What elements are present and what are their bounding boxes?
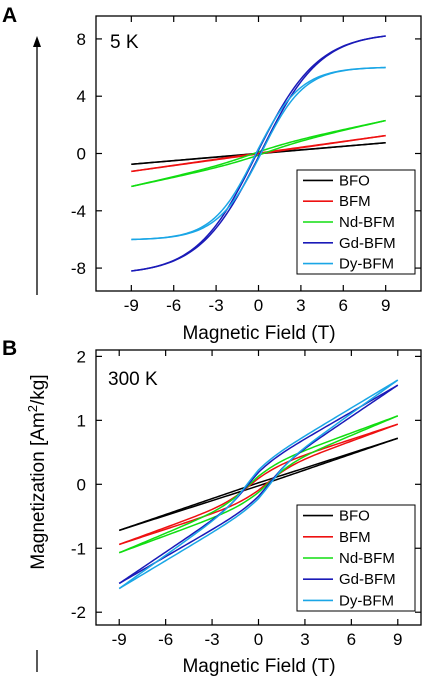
panel-b: -9 -6 -3 0 3 6 9 -2 -1 0 1 2 300 K Magnetic Field (…: [71, 347, 422, 677]
panel-b-ytick-label-2: 0: [77, 475, 86, 494]
panel-a-temperature: 5 K: [110, 32, 139, 53]
panel-b-ytick-label-1: -1: [71, 539, 86, 558]
panel-b-legend-label-0: BFO: [339, 508, 370, 525]
panel-b-legend-label-1: BFM: [339, 529, 371, 546]
panel-b-xtick-label-2: -3: [205, 630, 220, 649]
ylabel-arrowhead: [33, 36, 41, 47]
panel-b-ytick-label-3: 1: [77, 411, 86, 430]
panel-b-ytick-label-0: -2: [71, 603, 86, 622]
panel-b-x-axis-title: Magnetic Field (T): [182, 656, 335, 677]
panel-a-legend-label-1: BFM: [339, 193, 371, 210]
panel-b-series-bfo-down: [118, 437, 399, 532]
panel-a: -9 -6 -3 0 3 6 9 -8 -4 0 4 8 5 K Magnetic Field (T)…: [71, 15, 422, 344]
panel-b-legend: BFO BFM Nd-BFM Gd-BFM Dy-BFM: [296, 504, 416, 612]
panel-a-lines: [131, 35, 386, 272]
panel-a-ytick-label-2: 0: [77, 145, 86, 164]
y-axis-title-sup: 2: [25, 405, 40, 412]
panel-a-xtick-label-2: -3: [209, 296, 224, 315]
panel-b-xtick-label-1: -6: [158, 630, 173, 649]
panel-b-series-nd-bfm-down: [118, 415, 399, 554]
panel-b-series-bfm-up: [118, 423, 399, 546]
y-axis-title-main: Magnetization [Am: [28, 412, 49, 569]
panel-a-ytick-label-0: -8: [71, 259, 86, 278]
panel-b-series-bfm-down: [118, 423, 399, 546]
y-axis-title-end: /kg]: [28, 374, 49, 405]
panel-a-legend-label-2: Nd-BFM: [339, 214, 395, 231]
panel-a-ytick-label-4: 8: [77, 30, 86, 49]
panel-b-series-gd-bfm-down: [118, 384, 399, 585]
panel-b-series-bfo-up: [118, 437, 399, 532]
panel-a-legend-label-3: Gd-BFM: [339, 235, 396, 252]
panel-a-series-nd-bfm-down: [131, 119, 386, 188]
panel-b-xtick-label-4: 3: [300, 630, 309, 649]
panel-b-temperature: 300 K: [108, 369, 158, 390]
panel-b-legend-label-3: Gd-BFM: [339, 571, 396, 588]
panel-b-series-dy-bfm-up: [118, 379, 399, 590]
panel-a-xtick-label-1: -6: [166, 296, 181, 315]
panel-b-ytick-label-4: 2: [77, 347, 86, 366]
panel-a-series-bfm-down: [131, 134, 386, 173]
panel-b-series-nd-bfm-up: [118, 415, 399, 554]
panel-b-xtick-label-5: 6: [347, 630, 356, 649]
panel-letter-a: A: [2, 4, 17, 27]
panel-a-xtick-label-5: 6: [339, 296, 348, 315]
panel-b-ticks: -9 -6 -3 0 3 6 9 -2 -1 0 1 2: [71, 347, 421, 649]
panel-a-legend-label-0: BFO: [339, 172, 370, 189]
panel-a-ytick-label-1: -4: [71, 202, 86, 221]
panel-b-legend-label-2: Nd-BFM: [339, 550, 395, 567]
shared-ylabel-group: Magnetization [Am2/kg]: [25, 36, 49, 672]
panel-a-legend-label-4: Dy-BFM: [339, 256, 394, 273]
panel-a-series-dy-bfm-down: [131, 66, 386, 241]
panel-a-ticks: -9 -6 -3 0 3 6 9 -8 -4 0 4 8: [71, 16, 421, 315]
panel-a-x-axis-title: Magnetic Field (T): [182, 323, 335, 344]
panel-letter-b: B: [2, 337, 17, 360]
panel-b-series-gd-bfm-up: [118, 384, 399, 585]
panel-a-xtick-label-6: 9: [381, 296, 390, 315]
panel-a-xtick-label-4: 3: [296, 296, 305, 315]
ylabel-background: [26, 295, 48, 650]
panel-a-ytick-label-3: 4: [77, 87, 86, 106]
panel-b-xtick-label-0: -9: [112, 630, 127, 649]
panel-b-xtick-label-3: 0: [254, 630, 263, 649]
panel-b-series-dy-bfm-down: [118, 379, 399, 590]
y-axis-title: Magnetization [Am2/kg]: [25, 374, 49, 569]
panel-a-xtick-label-0: -9: [124, 296, 139, 315]
panel-a-legend: BFO BFM Nd-BFM Gd-BFM Dy-BFM: [296, 169, 416, 275]
panel-a-xtick-label-3: 0: [254, 296, 263, 315]
panel-b-xtick-label-6: 9: [393, 630, 402, 649]
panel-b-legend-label-4: Dy-BFM: [339, 592, 394, 609]
panel-b-lines: [118, 379, 399, 590]
